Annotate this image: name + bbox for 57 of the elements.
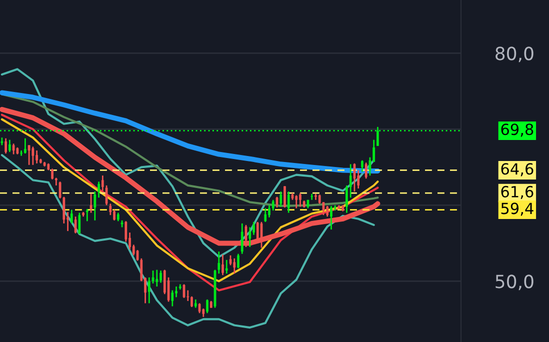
candlestick bbox=[51, 168, 54, 180]
candlestick bbox=[156, 269, 158, 288]
candlestick bbox=[171, 290, 174, 307]
candlestick bbox=[78, 212, 81, 235]
candlestick bbox=[240, 222, 244, 255]
candlestick bbox=[252, 221, 255, 236]
candlestick bbox=[326, 205, 329, 218]
candlestick bbox=[280, 190, 282, 208]
candlestick bbox=[264, 208, 267, 223]
line-series bbox=[0, 68, 375, 258]
candlestick bbox=[98, 180, 100, 198]
candlestick bbox=[28, 144, 30, 166]
candlestick bbox=[109, 202, 112, 216]
candlestick bbox=[376, 126, 379, 147]
ref-line-label: 64,6 bbox=[501, 163, 534, 176]
line-series bbox=[0, 93, 379, 208]
line-series bbox=[0, 154, 375, 329]
candlestick bbox=[94, 190, 96, 222]
candlestick bbox=[268, 204, 270, 218]
candlestick bbox=[32, 146, 34, 166]
y-tick-label: 50,0 bbox=[496, 274, 534, 290]
candlestick bbox=[113, 209, 116, 222]
y-tick-label: 80,0 bbox=[496, 46, 534, 62]
candlestick bbox=[349, 163, 352, 198]
candlestick bbox=[175, 286, 178, 298]
candlestick bbox=[295, 194, 298, 209]
candlestick bbox=[299, 192, 302, 208]
ref-line-label: 61,6 bbox=[501, 186, 534, 200]
candlestick bbox=[4, 138, 8, 154]
candlestick bbox=[218, 250, 220, 274]
candlestick bbox=[62, 196, 66, 224]
ref-line-label: 69,8 bbox=[501, 124, 534, 137]
candlestick bbox=[330, 205, 332, 230]
candlestick bbox=[225, 259, 228, 274]
candlestick bbox=[148, 276, 150, 304]
candlestick bbox=[346, 184, 348, 214]
candlestick bbox=[190, 296, 193, 308]
candlestick bbox=[70, 209, 73, 224]
candlestick bbox=[222, 254, 224, 276]
candlestick bbox=[36, 150, 38, 164]
candlestick bbox=[24, 138, 26, 154]
candlestick bbox=[364, 162, 368, 180]
candlestick bbox=[160, 270, 162, 284]
candlestick bbox=[8, 139, 11, 153]
candlestick bbox=[287, 190, 290, 214]
candlestick bbox=[237, 253, 240, 269]
candlestick bbox=[86, 208, 88, 222]
candlestick bbox=[248, 226, 252, 248]
candlestick bbox=[12, 142, 15, 155]
ref-line-label: 59,4 bbox=[501, 202, 534, 216]
candlestick bbox=[233, 258, 236, 274]
candlestick bbox=[101, 174, 104, 192]
candlestick bbox=[206, 298, 208, 314]
candlestick bbox=[284, 186, 286, 208]
candlestick bbox=[272, 199, 274, 212]
candlestick bbox=[334, 204, 336, 212]
candlestick bbox=[361, 160, 364, 172]
